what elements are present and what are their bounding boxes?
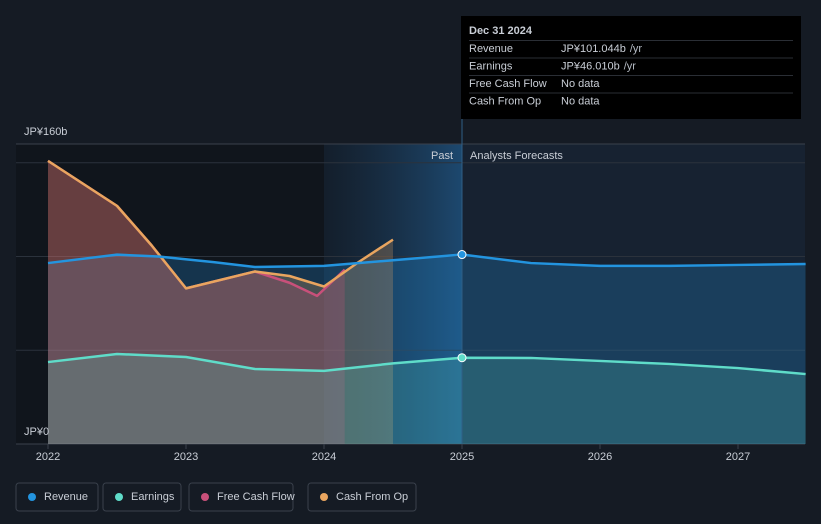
tooltip-value-text: No data	[561, 95, 600, 107]
tooltip-value: No data	[561, 95, 600, 107]
x-tick-label: 2024	[312, 451, 336, 463]
tooltip-value-text: No data	[561, 78, 600, 90]
legend-swatch	[201, 493, 209, 501]
series-line	[47, 352, 806, 376]
legend-item[interactable]: Cash From Op	[307, 482, 417, 512]
y-tick-label: JP¥0	[24, 426, 49, 438]
series-area	[48, 354, 806, 444]
tooltip-date: Dec 31 2024	[469, 25, 533, 37]
legend-label: Free Cash Flow	[217, 491, 295, 503]
x-tick-label: 2022	[36, 451, 60, 463]
tooltip-value: No data	[561, 78, 600, 90]
legend-swatch	[115, 493, 123, 501]
past-label: Past	[431, 150, 453, 162]
series-area	[48, 160, 345, 444]
legend-label: Revenue	[44, 491, 88, 503]
series-line	[47, 253, 806, 269]
tooltip-value-text: JP¥101.044b	[561, 43, 626, 55]
tooltip-value-text: JP¥46.010b	[561, 60, 620, 72]
tooltip-value: JP¥101.044b/yr	[561, 43, 642, 55]
legend-label: Cash From Op	[336, 491, 408, 503]
highlight-dot	[457, 250, 467, 260]
legend-button	[307, 482, 417, 512]
x-tick-label: 2023	[174, 451, 198, 463]
tooltip-value: JP¥46.010b/yr	[561, 60, 636, 72]
legend-swatch	[28, 493, 36, 501]
tooltip-label: Revenue	[469, 43, 513, 55]
forecast-region	[462, 144, 805, 444]
tooltip-label: Free Cash Flow	[469, 78, 547, 90]
legend-button	[102, 482, 182, 512]
highlight-dot	[457, 353, 467, 363]
y-tick-label: JP¥160b	[24, 126, 67, 138]
legend-button	[15, 482, 99, 512]
legend-label: Earnings	[131, 491, 175, 503]
tooltip-label: Earnings	[469, 60, 513, 72]
forecast-label: Analysts Forecasts	[470, 150, 563, 162]
x-tick-label: 2027	[726, 451, 750, 463]
series-line	[47, 159, 394, 290]
legend-item[interactable]: Revenue	[15, 482, 99, 512]
legend-item[interactable]: Earnings	[102, 482, 182, 512]
tooltip-unit: /yr	[630, 43, 643, 55]
tooltip-box	[461, 16, 801, 119]
legend-swatch	[320, 493, 328, 501]
x-tick-label: 2025	[450, 451, 474, 463]
tooltip-label: Cash From Op	[469, 95, 541, 107]
series-area	[48, 160, 393, 444]
tooltip: Dec 31 2024 Revenue JP¥101.044b/yr Earnings…	[461, 16, 801, 119]
tooltip-unit: /yr	[624, 60, 637, 72]
legend-item[interactable]: Free Cash Flow	[188, 482, 295, 512]
x-tick-label: 2026	[588, 451, 612, 463]
highlight-region	[324, 144, 462, 444]
series-area	[48, 254, 806, 444]
legend-button	[188, 482, 294, 512]
